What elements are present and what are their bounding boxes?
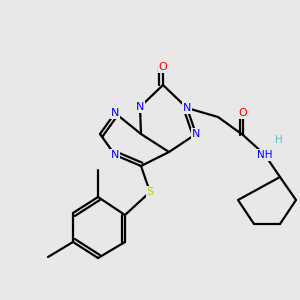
Text: NH: NH bbox=[257, 150, 273, 160]
Text: N: N bbox=[183, 103, 191, 113]
Text: N: N bbox=[136, 102, 144, 112]
Text: N: N bbox=[111, 108, 119, 118]
Text: O: O bbox=[238, 108, 247, 118]
Text: S: S bbox=[146, 187, 154, 197]
Text: N: N bbox=[192, 129, 200, 139]
Text: N: N bbox=[111, 150, 119, 160]
Text: O: O bbox=[159, 62, 167, 72]
Text: H: H bbox=[275, 135, 283, 145]
